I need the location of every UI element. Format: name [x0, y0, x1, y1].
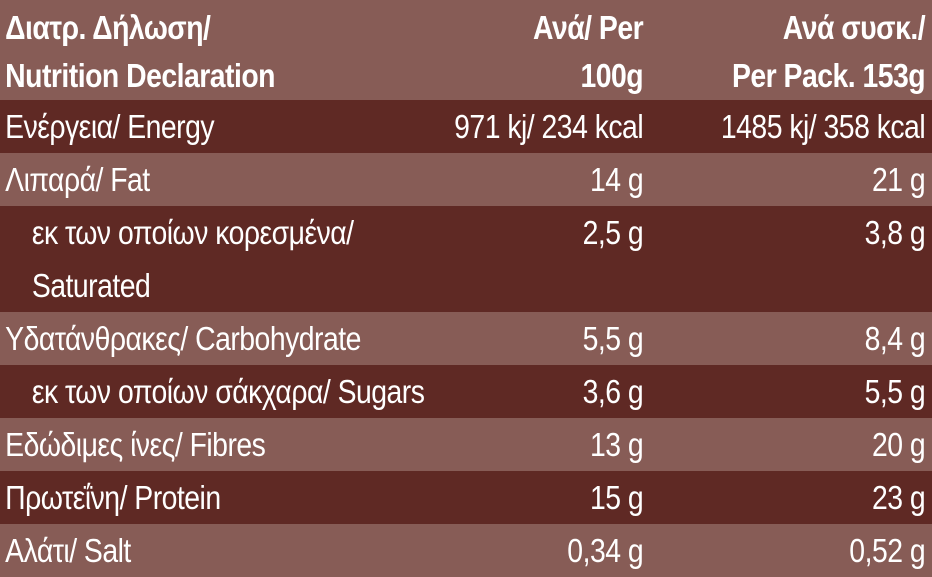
label-salt: Αλάτι/ Salt	[5, 532, 131, 569]
row-protein: Πρωτεΐνη/ Protein 15 g 23 g	[0, 471, 932, 524]
row-sugars: εκ των οποίων σάκχαρα/ Sugars 3,6 g 5,5 …	[0, 365, 932, 418]
value-fat-per100: 14 g	[589, 161, 644, 198]
value-fibres-perpack: 20 g	[871, 426, 926, 463]
value-sugars-per100: 3,6 g	[582, 373, 644, 410]
row-saturated: εκ των οποίων κορεσμένα/ Saturated 2,5 g…	[0, 206, 932, 312]
label-saturated: εκ των οποίων κορεσμένα/ Saturated	[0, 206, 354, 312]
header-col2-line2: 100g	[580, 57, 644, 94]
label-energy: Ενέργεια/ Energy	[5, 108, 215, 145]
value-carbohydrate-per100: 5,5 g	[582, 320, 644, 357]
value-saturated-perpack: 3,8 g	[864, 214, 926, 251]
label-saturated-line2: Saturated	[31, 267, 151, 304]
header-col1-line1: Διατρ. Δήλωση/	[5, 9, 211, 46]
label-carbohydrate: Υδατάνθρακες/ Carbohydrate	[5, 320, 361, 357]
value-fibres-per100: 13 g	[589, 426, 644, 463]
label-sugars: εκ των οποίων σάκχαρα/ Sugars	[31, 373, 425, 410]
header-nutrition-declaration: Διατρ. Δήλωση/ Nutrition Declaration	[0, 4, 337, 100]
row-energy: Ενέργεια/ Energy 971 kj/ 234 kcal 1485 k…	[0, 100, 932, 153]
row-salt: Αλάτι/ Salt 0,34 g 0,52 g	[0, 524, 932, 577]
value-energy-perpack: 1485 kj/ 358 kcal	[720, 108, 926, 145]
header-col1-line2: Nutrition Declaration	[5, 57, 275, 94]
row-fibres: Εδώδιμες ίνες/ Fibres 13 g 20 g	[0, 418, 932, 471]
header-per-pack: Ανά συσκ./ Per Pack. 153g	[689, 4, 932, 100]
value-carbohydrate-perpack: 8,4 g	[864, 320, 926, 357]
table-header: Διατρ. Δήλωση/ Nutrition Declaration Ανά…	[0, 0, 932, 100]
value-protein-per100: 15 g	[589, 479, 644, 516]
value-fat-perpack: 21 g	[871, 161, 926, 198]
header-per-100g: Ανά/ Per 100g	[428, 4, 650, 100]
label-fat: Λιπαρά/ Fat	[5, 161, 150, 198]
value-energy-per100: 971 kj/ 234 kcal	[454, 108, 644, 145]
header-col3-line1: Ανά συσκ./	[782, 9, 926, 46]
row-carbohydrate: Υδατάνθρακες/ Carbohydrate 5,5 g 8,4 g	[0, 312, 932, 365]
label-saturated-line1: εκ των οποίων κορεσμένα/	[31, 214, 354, 251]
label-fibres: Εδώδιμες ίνες/ Fibres	[5, 426, 266, 463]
label-protein: Πρωτεΐνη/ Protein	[5, 479, 221, 516]
value-saturated-per100: 2,5 g	[582, 214, 644, 251]
value-protein-perpack: 23 g	[871, 479, 926, 516]
row-fat: Λιπαρά/ Fat 14 g 21 g	[0, 153, 932, 206]
value-salt-perpack: 0,52 g	[849, 532, 926, 569]
value-sugars-perpack: 5,5 g	[864, 373, 926, 410]
value-salt-per100: 0,34 g	[567, 532, 644, 569]
header-col3-line2: Per Pack. 153g	[731, 57, 926, 94]
header-col2-line1: Ανά/ Per	[533, 9, 644, 46]
